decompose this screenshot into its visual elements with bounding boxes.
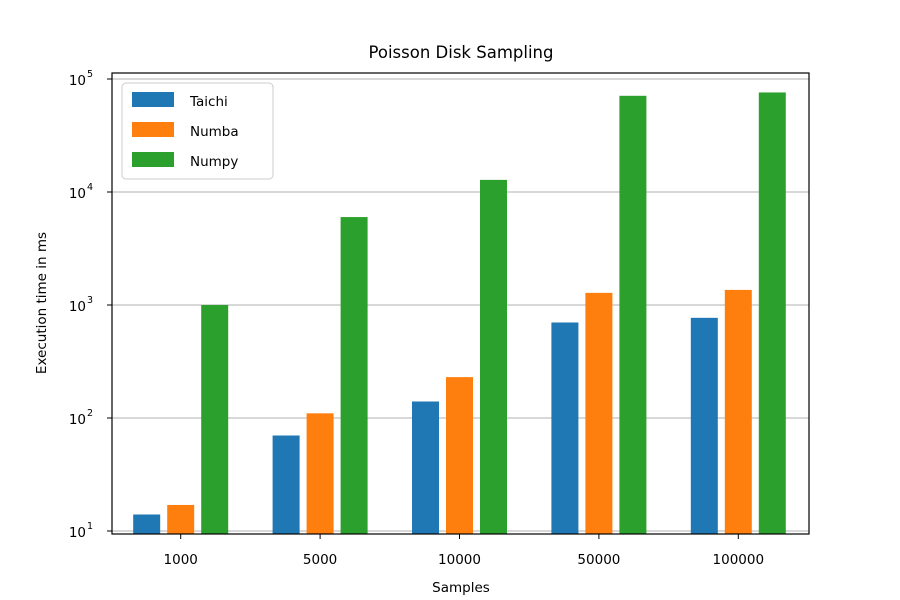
bar-numpy-1000 [201,305,229,534]
bar-taichi-10000 [412,401,439,534]
bar-numpy-50000 [619,95,647,535]
legend-label-taichi: Taichi [189,94,228,110]
y-tick-label: 10 [69,73,86,89]
x-axis-ticks: 1000 5000 10000 50000 100000 [164,534,765,568]
bar-taichi-1000 [133,514,161,534]
x-tick-label: 5000 [303,552,337,568]
bar-numba-5000 [306,413,334,534]
x-axis-label: Samples [432,580,490,596]
y-tick-label: 10 [69,412,86,428]
bar-taichi-100000 [690,317,718,534]
bar-numpy-100000 [758,92,786,534]
legend-swatch-taichi [132,92,174,107]
y-tick-label: 10 [69,299,86,315]
bar-numba-1000 [167,504,195,534]
bar-numpy-5000 [340,217,368,534]
bar-taichi-50000 [551,322,579,534]
legend-swatch-numba [132,122,174,137]
y-tick-exponent: 2 [87,408,93,419]
x-tick-label: 50000 [577,552,620,568]
legend-swatch-numpy [132,152,174,167]
y-tick-exponent: 5 [87,69,93,80]
legend: Taichi Numba Numpy [121,82,274,180]
x-tick-label: 10000 [438,552,481,568]
bar-numba-100000 [724,289,752,534]
bar-taichi-5000 [272,435,300,534]
legend-label-numpy: Numpy [190,154,238,170]
x-tick-label: 100000 [713,552,765,568]
plot-frame [111,72,810,535]
bar-numba-50000 [585,292,613,534]
bar-numba-10000 [446,377,473,534]
y-axis-label: Execution time in ms [34,232,50,374]
bars [133,92,786,535]
y-tick-exponent: 1 [87,521,93,532]
y-tick-label: 10 [69,186,86,202]
legend-label-numba: Numba [190,124,239,140]
y-tick-exponent: 4 [87,182,93,193]
x-tick-label: 1000 [164,552,198,568]
bar-numpy-10000 [480,179,507,535]
y-tick-exponent: 3 [87,295,93,306]
y-tick-label: 10 [69,525,86,541]
chart-title: Poisson Disk Sampling [369,43,554,62]
